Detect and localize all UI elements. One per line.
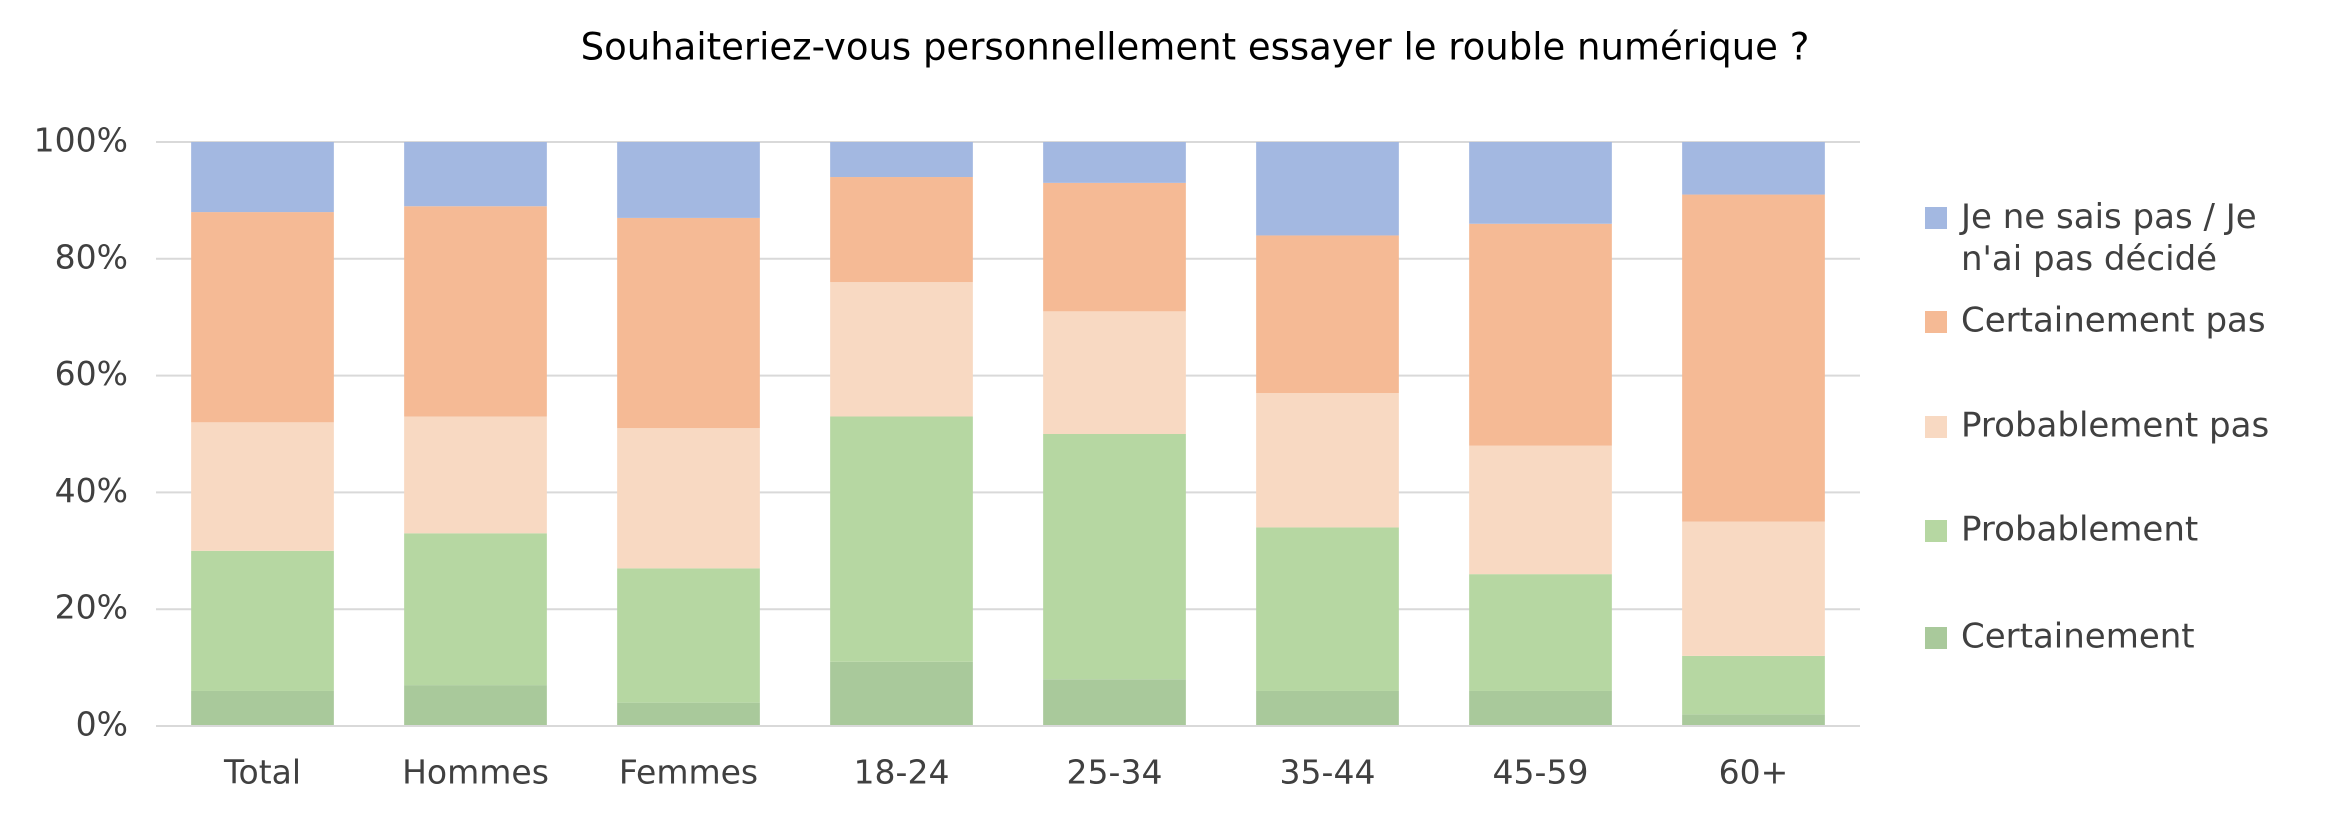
x-tick-label: Hommes [402, 753, 549, 792]
x-tick-label: 35-44 [1280, 753, 1376, 792]
legend-swatch [1925, 627, 1947, 649]
bar-segment [617, 702, 760, 726]
x-tick-label: 18-24 [854, 753, 950, 792]
bar-segment [1043, 182, 1186, 312]
bar-segment [1469, 690, 1612, 726]
legend-label: Certainement [1961, 617, 2195, 657]
bar-segment [830, 282, 973, 417]
y-tick-label: 40% [55, 471, 128, 510]
bar-segment [1256, 527, 1399, 691]
bar-segment [1256, 690, 1399, 726]
x-tick-label: Total [223, 753, 301, 792]
bar-segment [404, 685, 547, 726]
bar-segment [1469, 223, 1612, 446]
legend-swatch [1925, 207, 1947, 229]
bar-segment [191, 550, 334, 691]
legend-label: Probablement pas [1961, 406, 2269, 446]
chart-title: Souhaiteriez-vous personnellement essaye… [581, 26, 1810, 69]
bar-segment [830, 661, 973, 726]
y-tick-label: 60% [55, 354, 128, 393]
bar-segment [1256, 235, 1399, 394]
bar-segment [1043, 311, 1186, 434]
legend-swatch [1925, 416, 1947, 438]
y-tick-label: 0% [76, 705, 128, 744]
y-tick-label: 20% [55, 588, 128, 627]
bar-segment [191, 422, 334, 551]
bar-segment [830, 416, 973, 662]
bar-segment [617, 142, 760, 218]
bar-segment [404, 416, 547, 534]
bar-segment [1043, 142, 1186, 183]
legend-swatch [1925, 520, 1947, 542]
bar-segment [1682, 142, 1825, 195]
bar-segment [1682, 655, 1825, 715]
bar-segment [1043, 434, 1186, 680]
bar-segment [617, 568, 760, 703]
legend-swatch [1925, 311, 1947, 333]
bar-segment [191, 142, 334, 213]
legend-label: Je ne sais pas / Je n'ai pas décidé [1959, 197, 2257, 279]
bar-segment [1682, 521, 1825, 656]
bar-segment [617, 217, 760, 429]
bar-segment [830, 142, 973, 178]
bar-segment [1256, 393, 1399, 528]
y-tick-label: 80% [55, 237, 128, 276]
bar-segment [617, 428, 760, 569]
bar-segment [1682, 714, 1825, 726]
bar-segment [404, 533, 547, 686]
y-tick-label: 100% [34, 121, 128, 160]
bar-segment [830, 177, 973, 283]
x-tick-label: Femmes [619, 753, 758, 792]
bar-segment [1043, 679, 1186, 726]
bar-segment [191, 212, 334, 423]
bar-segment [1469, 445, 1612, 575]
x-tick-label: 25-34 [1067, 753, 1163, 792]
bar-segment [191, 690, 334, 726]
bar-segment [404, 142, 547, 207]
x-tick-label: 45-59 [1493, 753, 1589, 792]
bar-segment [1682, 194, 1825, 522]
bar-segment [1469, 142, 1612, 224]
legend-label: Probablement [1961, 510, 2198, 550]
bar-segment [404, 206, 547, 417]
bar-segment [1256, 142, 1399, 236]
legend-label: Certainement pas [1961, 301, 2266, 341]
x-tick-label: 60+ [1719, 753, 1789, 792]
bar-segment [1469, 574, 1612, 691]
